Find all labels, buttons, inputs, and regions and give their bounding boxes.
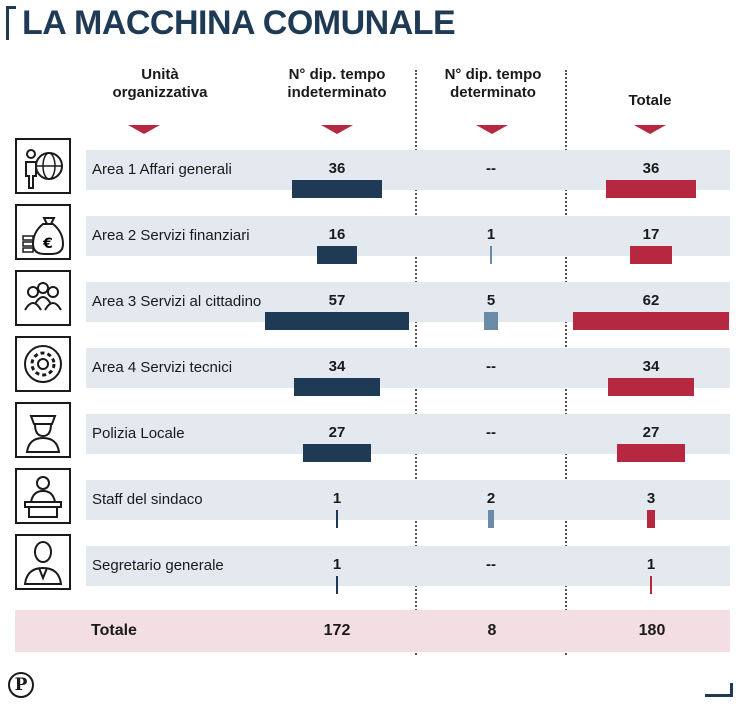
totals-totale: 180 — [638, 622, 666, 639]
totals-indeterminato: 172 — [323, 622, 351, 639]
value-det: -- — [486, 160, 496, 177]
header-totale: Totale — [628, 92, 672, 109]
header-determinato: N° dip. tempo determinato — [444, 66, 542, 101]
row-label: Area 3 Servizi al cittadino — [92, 293, 262, 310]
row-label: Segretario generale — [92, 557, 224, 574]
row-background — [86, 480, 730, 520]
value-ind: 1 — [332, 490, 342, 507]
value-ind: 34 — [328, 358, 346, 375]
bar-tot — [617, 444, 685, 462]
bar-ind — [335, 510, 339, 528]
police-officer-icon — [15, 402, 71, 458]
table-row: Segretario generale 1 -- 1 — [86, 546, 730, 610]
table-row: Area 1 Affari generali 36 -- 36 — [86, 150, 730, 214]
header-arrow-determinato — [476, 125, 508, 134]
header-unit: Unità organizzativa — [112, 66, 208, 101]
table-row: Polizia Locale 27 -- 27 — [86, 414, 730, 478]
row-label: Area 4 Servizi tecnici — [92, 359, 233, 376]
value-ind: 1 — [332, 556, 342, 573]
value-tot: 36 — [642, 160, 660, 177]
bar-tot — [649, 576, 653, 594]
totals-row: Totale 172 8 180 — [15, 610, 730, 652]
globe-person-icon — [15, 138, 71, 194]
header-arrow-unit — [128, 125, 160, 134]
chart-title: LA MACCHINA COMUNALE — [22, 4, 456, 42]
row-label: Area 1 Affari generali — [92, 161, 232, 178]
value-det: -- — [486, 556, 496, 573]
bar-det — [489, 246, 493, 264]
value-tot: 27 — [642, 424, 660, 441]
value-det: 1 — [486, 226, 496, 243]
value-ind: 57 — [328, 292, 346, 309]
value-det: 2 — [486, 490, 496, 507]
bar-ind — [265, 312, 409, 330]
bar-ind — [291, 180, 383, 198]
people-group-icon — [15, 270, 71, 326]
publisher-logo: P — [8, 672, 34, 698]
corner-bracket-bottom-right — [705, 683, 733, 697]
value-ind: 16 — [328, 226, 346, 243]
value-tot: 1 — [646, 556, 656, 573]
header-indeterminato: N° dip. tempo indeterminato — [287, 66, 387, 101]
row-background — [86, 216, 730, 256]
value-det: 5 — [486, 292, 496, 309]
value-tot: 3 — [646, 490, 656, 507]
row-label: Area 2 Servizi finanziari — [92, 227, 250, 244]
value-ind: 36 — [328, 160, 346, 177]
bar-det — [488, 510, 494, 528]
row-background — [86, 546, 730, 586]
podium-speaker-icon — [15, 468, 71, 524]
bar-tot — [608, 378, 694, 396]
row-label: Polizia Locale — [92, 425, 185, 442]
value-tot: 62 — [642, 292, 660, 309]
header-arrow-totale — [634, 125, 666, 134]
totals-determinato: 8 — [487, 622, 497, 639]
bar-tot — [573, 312, 729, 330]
header-arrow-indeterminato — [321, 125, 353, 134]
table-row: Area 3 Servizi al cittadino 57 5 62 — [86, 282, 730, 346]
bar-tot — [629, 246, 673, 264]
svg-text:€: € — [42, 236, 53, 252]
value-tot: 17 — [642, 226, 660, 243]
gear-icon — [15, 336, 71, 392]
bar-ind — [294, 378, 380, 396]
table-row: Area 4 Servizi tecnici 34 -- 34 — [86, 348, 730, 412]
value-ind: 27 — [328, 424, 346, 441]
bar-ind — [316, 246, 358, 264]
person-suit-icon — [15, 534, 71, 590]
money-bag-icon: € — [15, 204, 71, 260]
corner-bracket-top-left — [6, 6, 16, 40]
bar-tot — [647, 510, 655, 528]
totals-label: Totale — [91, 622, 137, 639]
bar-det — [484, 312, 498, 330]
bar-ind — [335, 576, 339, 594]
value-det: -- — [486, 358, 496, 375]
value-tot: 34 — [642, 358, 660, 375]
table-row: Staff del sindaco 1 2 3 — [86, 480, 730, 544]
row-label: Staff del sindaco — [92, 491, 203, 508]
value-det: -- — [486, 424, 496, 441]
table-row: Area 2 Servizi finanziari 16 1 17 — [86, 216, 730, 280]
bar-tot — [605, 180, 697, 198]
bar-ind — [302, 444, 372, 462]
